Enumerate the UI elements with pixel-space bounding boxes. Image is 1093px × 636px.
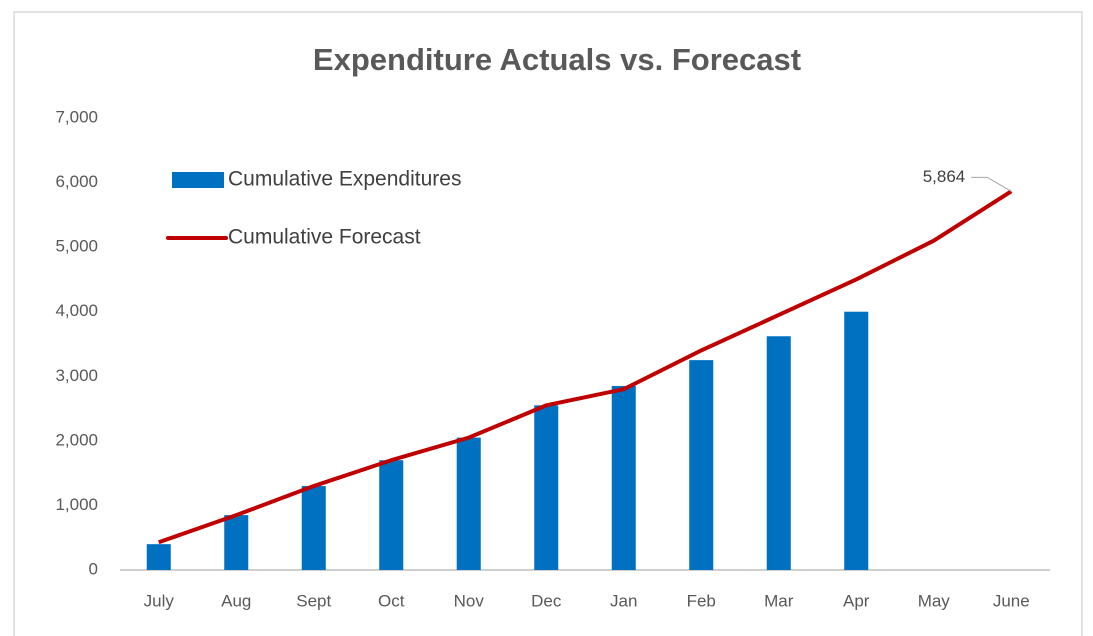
y-tick-label: 3,000: [55, 366, 98, 385]
bar: [224, 515, 249, 570]
x-tick-label: Feb: [687, 591, 716, 610]
bar: [611, 385, 636, 570]
bar: [766, 336, 791, 570]
chart-title: Expenditure Actuals vs. Forecast: [313, 42, 801, 77]
bar: [844, 311, 869, 570]
bar: [146, 544, 171, 570]
x-tick-label: June: [993, 591, 1030, 610]
y-tick-label: 7,000: [55, 107, 98, 126]
label-leader: [971, 176, 1012, 192]
line: [158, 189, 1013, 545]
x-tick-label: Apr: [843, 591, 870, 610]
bar: [456, 437, 481, 570]
y-tick-label: 0: [89, 559, 98, 578]
x-tick-label: May: [918, 591, 951, 610]
legend-swatch: [172, 172, 224, 188]
x-tick-label: Mar: [764, 591, 794, 610]
y-tick-label: 4,000: [55, 301, 98, 320]
data-label: 5,864: [923, 167, 966, 186]
x-tick-label: Nov: [454, 591, 485, 610]
y-tick-label: 1,000: [55, 495, 98, 514]
legend-label: Cumulative Forecast: [228, 226, 421, 249]
bar: [379, 460, 404, 570]
x-tick-label: Sept: [296, 591, 331, 610]
bar: [301, 486, 326, 570]
x-tick-label: July: [144, 591, 175, 610]
x-tick-label: Jan: [610, 591, 637, 610]
bar: [689, 360, 714, 570]
y-tick-label: 2,000: [55, 430, 98, 449]
y-tick-label: 5,000: [55, 237, 98, 256]
legend-label: Cumulative Expenditures: [228, 168, 461, 191]
bar: [534, 405, 559, 570]
x-tick-label: Dec: [531, 591, 562, 610]
x-tick-label: Oct: [378, 591, 405, 610]
y-tick-label: 6,000: [55, 172, 98, 191]
x-tick-label: Aug: [221, 591, 251, 610]
